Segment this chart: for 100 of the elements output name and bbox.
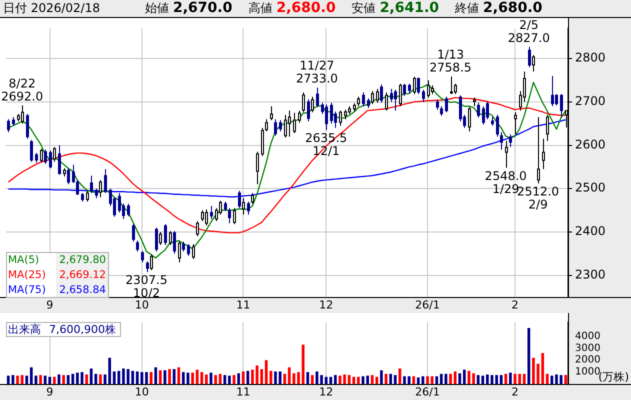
bar bbox=[164, 370, 166, 384]
bar bbox=[58, 374, 60, 384]
x-tick-label: 11 bbox=[236, 385, 250, 398]
candlestick bbox=[201, 210, 204, 222]
text: MA(5) bbox=[8, 254, 40, 266]
candlestick bbox=[173, 230, 176, 254]
bar bbox=[12, 375, 14, 384]
bar bbox=[104, 374, 106, 384]
candlestick bbox=[555, 94, 558, 106]
bar bbox=[108, 358, 112, 384]
candlestick bbox=[537, 116, 540, 184]
candlestick bbox=[302, 92, 305, 113]
candlestick bbox=[136, 240, 139, 252]
x-tick-label: 12 bbox=[319, 385, 334, 398]
text: 安値 2,641.0 bbox=[352, 0, 440, 16]
candlestick bbox=[279, 120, 282, 132]
bar bbox=[334, 375, 337, 384]
y-tick-label: 2300 bbox=[575, 267, 606, 282]
annotation: 2512.0 2/9 bbox=[517, 184, 560, 212]
bar bbox=[348, 375, 351, 384]
annotation: 2,669.12 bbox=[59, 269, 106, 282]
candlestick bbox=[445, 96, 448, 113]
candlestick bbox=[159, 231, 162, 246]
bar bbox=[117, 370, 120, 384]
bar bbox=[541, 353, 544, 384]
candlestick bbox=[247, 201, 250, 216]
candlestick bbox=[53, 146, 56, 162]
bar bbox=[25, 376, 28, 384]
bar bbox=[52, 376, 56, 384]
candlestick bbox=[293, 112, 296, 134]
bar bbox=[264, 360, 268, 384]
candlestick bbox=[169, 230, 172, 246]
candlestick bbox=[104, 168, 107, 194]
candlestick bbox=[141, 250, 144, 263]
text: 高値 2,680.0 bbox=[248, 0, 336, 16]
candlestick bbox=[532, 54, 535, 72]
bar bbox=[214, 375, 217, 384]
bar bbox=[136, 371, 139, 384]
bar bbox=[200, 372, 204, 384]
candlestick bbox=[427, 80, 430, 98]
bar bbox=[44, 376, 47, 384]
candlestick bbox=[67, 168, 70, 185]
bar bbox=[357, 376, 360, 384]
candlestick bbox=[219, 200, 222, 216]
candlestick bbox=[265, 118, 268, 132]
candlestick bbox=[390, 88, 393, 102]
x-tick-label: 12 bbox=[319, 298, 334, 312]
candlestick bbox=[440, 106, 443, 116]
chart-title: 日付 2026/02/18 bbox=[3, 0, 101, 17]
candlestick bbox=[482, 106, 485, 125]
bar bbox=[476, 375, 480, 384]
bar bbox=[260, 369, 264, 384]
x-tick-label: 10 bbox=[134, 298, 149, 312]
y-tick-label: 2500 bbox=[575, 180, 606, 195]
x-tick-label: 9 bbox=[46, 385, 54, 398]
candlestick bbox=[528, 46, 531, 68]
candlestick bbox=[514, 112, 517, 135]
candlestick bbox=[284, 114, 287, 138]
candlestick bbox=[394, 89, 397, 112]
candlestick bbox=[182, 241, 185, 252]
candlestick bbox=[454, 83, 457, 95]
candlestick bbox=[99, 179, 102, 198]
bar bbox=[398, 368, 402, 384]
text: MA(75) bbox=[8, 284, 46, 296]
bar bbox=[6, 376, 10, 384]
bar bbox=[182, 372, 185, 384]
candlestick bbox=[496, 114, 499, 138]
bar bbox=[131, 370, 134, 384]
candlestick bbox=[178, 241, 181, 263]
bar bbox=[509, 372, 512, 384]
candlestick bbox=[436, 99, 439, 110]
candlestick bbox=[90, 175, 93, 194]
candlestick bbox=[30, 140, 33, 162]
bar bbox=[237, 373, 240, 384]
annotation: 1/13 2758.5 bbox=[430, 48, 472, 75]
bar bbox=[394, 375, 397, 384]
candlestick bbox=[196, 220, 199, 237]
candlestick bbox=[546, 114, 549, 142]
candlestick bbox=[459, 94, 462, 122]
text: 終値 2,680.0 bbox=[455, 0, 542, 16]
annotation: 8/22 2692.0 bbox=[1, 76, 44, 104]
candlestick bbox=[164, 224, 167, 246]
bar bbox=[62, 375, 65, 384]
chart-title: 出来高 7,600,900株 bbox=[8, 322, 116, 336]
bar bbox=[228, 376, 231, 384]
x-tick-label: 10 bbox=[134, 385, 149, 398]
y-tick-label: 2700 bbox=[575, 94, 606, 108]
text: 始値 2,670.0 bbox=[145, 0, 232, 16]
bar bbox=[150, 372, 152, 384]
candlestick bbox=[224, 201, 227, 212]
candlestick bbox=[330, 102, 333, 124]
candlestick bbox=[551, 75, 554, 107]
candlestick bbox=[477, 102, 480, 118]
bar bbox=[85, 374, 88, 384]
y-tick-label: 4000 bbox=[575, 330, 600, 342]
x-tick-label: 2 bbox=[512, 298, 519, 312]
bar bbox=[34, 376, 38, 384]
bar bbox=[500, 375, 503, 384]
x-tick-label: 26/1 bbox=[415, 298, 440, 312]
candlestick bbox=[560, 94, 563, 118]
